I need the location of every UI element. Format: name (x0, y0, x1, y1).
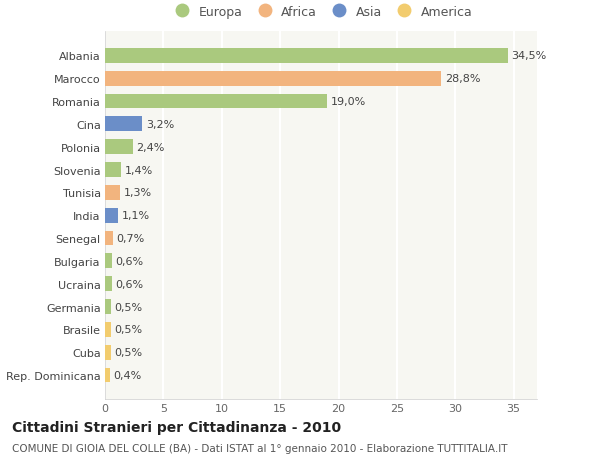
Legend: Europa, Africa, Asia, America: Europa, Africa, Asia, America (170, 6, 472, 18)
Bar (105, 208, 118, 223)
Text: 0,7%: 0,7% (116, 234, 145, 244)
Text: 0,5%: 0,5% (115, 347, 142, 358)
Text: 1,4%: 1,4% (125, 165, 153, 175)
Bar (105, 117, 142, 132)
Text: 1,3%: 1,3% (124, 188, 152, 198)
Bar (105, 95, 327, 109)
Bar (105, 231, 113, 246)
Text: 0,6%: 0,6% (116, 279, 143, 289)
Bar (105, 277, 112, 291)
Bar (105, 368, 110, 383)
Text: 19,0%: 19,0% (331, 97, 365, 107)
Text: 2,4%: 2,4% (137, 142, 165, 152)
Text: 1,1%: 1,1% (121, 211, 149, 221)
Text: 0,5%: 0,5% (115, 302, 142, 312)
Text: 0,4%: 0,4% (113, 370, 142, 380)
Text: 28,8%: 28,8% (445, 74, 480, 84)
Text: 3,2%: 3,2% (146, 120, 174, 129)
Bar (105, 49, 508, 64)
Text: Cittadini Stranieri per Cittadinanza - 2010: Cittadini Stranieri per Cittadinanza - 2… (12, 420, 341, 434)
Bar (105, 254, 112, 269)
Bar (105, 185, 120, 200)
Bar (105, 345, 111, 360)
Text: COMUNE DI GIOIA DEL COLLE (BA) - Dati ISTAT al 1° gennaio 2010 - Elaborazione TU: COMUNE DI GIOIA DEL COLLE (BA) - Dati IS… (12, 443, 508, 453)
Bar (105, 72, 441, 86)
Bar (105, 140, 133, 155)
Bar (105, 322, 111, 337)
Text: 0,5%: 0,5% (115, 325, 142, 335)
Text: 34,5%: 34,5% (511, 51, 547, 61)
Bar (105, 299, 111, 314)
Text: 0,6%: 0,6% (116, 256, 143, 266)
Bar (105, 163, 121, 178)
